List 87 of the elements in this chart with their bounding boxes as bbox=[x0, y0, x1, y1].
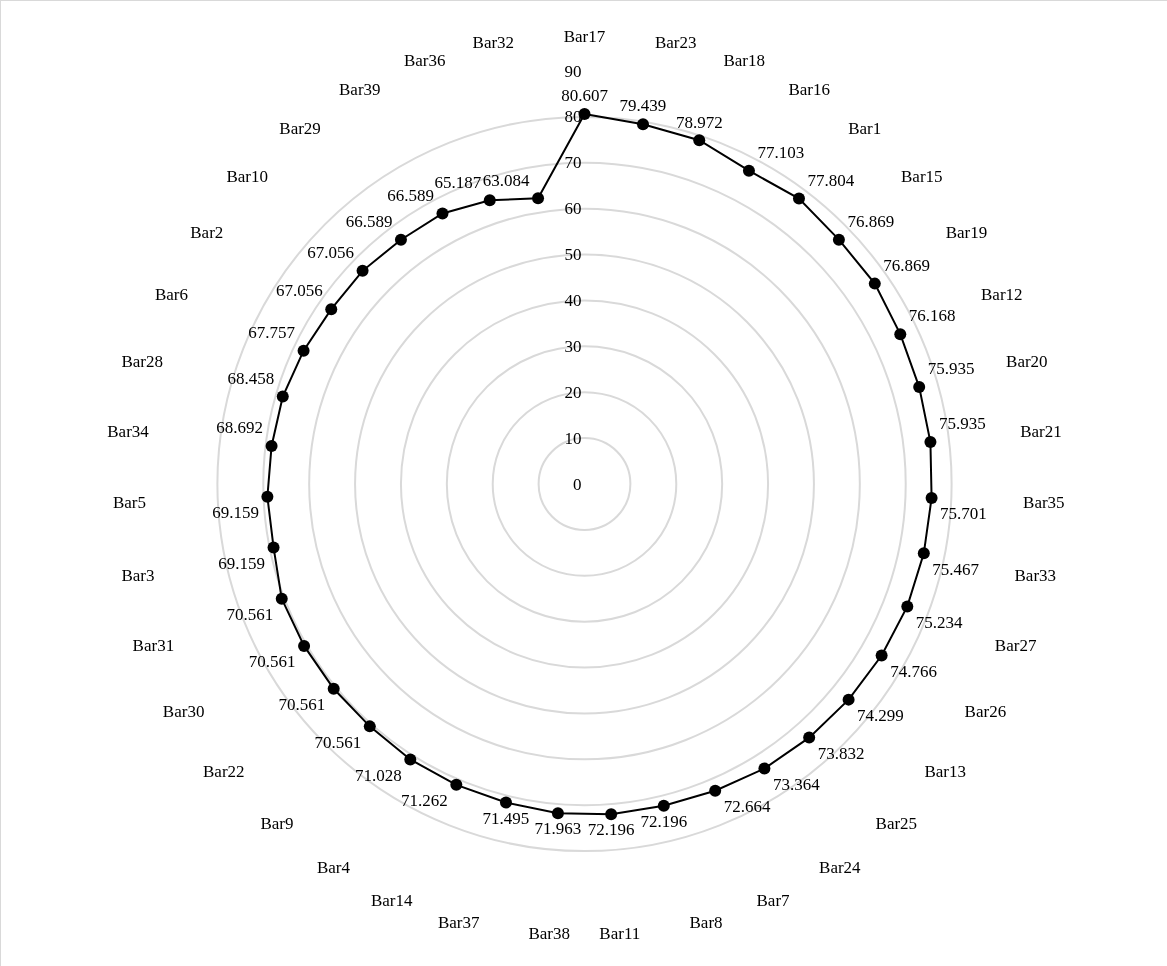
spoke-label: Bar30 bbox=[162, 702, 205, 722]
spoke-label: Bar13 bbox=[924, 761, 967, 781]
spoke-label: Bar20 bbox=[1006, 351, 1048, 371]
data-label: 76.168 bbox=[908, 306, 956, 326]
spoke-label: Bar26 bbox=[964, 702, 1007, 722]
spoke-label: Bar5 bbox=[112, 493, 146, 513]
data-label: 70.561 bbox=[278, 695, 326, 715]
data-label: 74.766 bbox=[890, 661, 937, 681]
data-label: 66.589 bbox=[387, 185, 434, 205]
y-tick-label: 10 bbox=[564, 428, 582, 448]
data-label: 71.262 bbox=[401, 791, 448, 811]
data-label: 72.196 bbox=[587, 820, 635, 840]
spoke-label: Bar11 bbox=[599, 923, 641, 943]
data-label: 73.832 bbox=[817, 743, 865, 763]
data-label: 75.935 bbox=[938, 414, 986, 434]
data-label: 78.972 bbox=[675, 112, 723, 132]
data-label: 70.561 bbox=[226, 605, 274, 625]
data-label: 75.234 bbox=[915, 612, 964, 632]
y-tick-label: 70 bbox=[564, 153, 582, 173]
spoke-label: Bar3 bbox=[121, 566, 155, 586]
data-label: 70.561 bbox=[248, 652, 296, 672]
spoke-label: Bar37 bbox=[437, 913, 480, 933]
data-label: 75.935 bbox=[927, 359, 975, 379]
data-label: 71.963 bbox=[534, 819, 582, 839]
spoke-label: Bar15 bbox=[901, 166, 943, 186]
spoke-label: Bar32 bbox=[472, 33, 515, 53]
spoke-label: Bar16 bbox=[788, 80, 831, 100]
spoke-label: Bar2 bbox=[190, 222, 224, 242]
data-label: 68.458 bbox=[227, 368, 275, 388]
spoke-label: Bar9 bbox=[260, 814, 294, 834]
y-tick-label: 40 bbox=[564, 290, 582, 310]
data-label: 67.757 bbox=[248, 322, 296, 342]
data-label: 73.364 bbox=[772, 774, 821, 794]
data-label: 75.467 bbox=[932, 559, 980, 579]
data-label: 69.159 bbox=[218, 553, 266, 573]
spoke-label: Bar27 bbox=[994, 636, 1037, 656]
data-label: 66.589 bbox=[345, 211, 393, 231]
spoke-label: Bar17 bbox=[563, 26, 606, 46]
data-label: 76.869 bbox=[847, 211, 895, 231]
data-label: 70.561 bbox=[314, 732, 362, 752]
y-tick-label: 20 bbox=[564, 382, 582, 402]
y-tick-label: 0 bbox=[572, 474, 582, 494]
spoke-label: Bar4 bbox=[316, 857, 351, 877]
y-tick-label: 30 bbox=[564, 336, 582, 356]
spoke-label: Bar34 bbox=[107, 421, 150, 441]
data-label: 67.056 bbox=[276, 281, 323, 301]
data-label: 76.869 bbox=[883, 255, 931, 275]
y-tick-label: 50 bbox=[564, 245, 582, 265]
spoke-label: Bar10 bbox=[226, 166, 268, 186]
spoke-label: Bar22 bbox=[202, 761, 245, 781]
data-label: 72.196 bbox=[640, 811, 688, 831]
spoke-label: Bar7 bbox=[756, 890, 791, 910]
spoke-label: Bar35 bbox=[1023, 493, 1065, 513]
spoke-label: Bar14 bbox=[370, 890, 413, 910]
spoke-label: Bar33 bbox=[1014, 566, 1057, 586]
data-label: 75.701 bbox=[940, 504, 987, 524]
spoke-label: Bar28 bbox=[121, 351, 163, 371]
spoke-label: Bar8 bbox=[689, 913, 723, 933]
data-label: 67.056 bbox=[307, 243, 355, 263]
data-label: 77.804 bbox=[807, 170, 855, 190]
data-label: 79.439 bbox=[619, 96, 667, 116]
data-label: 65.187 bbox=[434, 172, 482, 192]
y-tick-label: 90 bbox=[564, 61, 582, 81]
spoke-label: Bar23 bbox=[654, 33, 697, 53]
spoke-label: Bar19 bbox=[945, 222, 988, 242]
spoke-label: Bar1 bbox=[848, 118, 882, 138]
data-label: 72.664 bbox=[723, 797, 771, 817]
spoke-label: Bar39 bbox=[338, 80, 381, 100]
spoke-label: Bar36 bbox=[403, 51, 446, 71]
spoke-label: Bar38 bbox=[528, 923, 570, 943]
spoke-label: Bar12 bbox=[981, 284, 1023, 304]
data-label: 63.084 bbox=[482, 170, 531, 190]
data-label: 74.299 bbox=[857, 705, 904, 725]
data-label: 80.607 bbox=[561, 86, 609, 106]
spoke-label: Bar18 bbox=[723, 51, 766, 71]
spoke-label: Bar24 bbox=[819, 857, 862, 877]
spoke-label: Bar21 bbox=[1020, 421, 1062, 441]
data-label: 71.495 bbox=[482, 808, 530, 828]
spoke-label: Bar6 bbox=[154, 284, 188, 304]
spoke-label: Bar29 bbox=[279, 118, 321, 138]
data-label: 77.103 bbox=[757, 142, 805, 162]
y-tick-label: 60 bbox=[564, 199, 582, 219]
data-label: 69.159 bbox=[212, 503, 259, 523]
data-label: 68.692 bbox=[216, 418, 264, 438]
spoke-label: Bar25 bbox=[875, 814, 918, 834]
spoke-label: Bar31 bbox=[132, 636, 175, 656]
data-label: 71.028 bbox=[355, 765, 402, 785]
